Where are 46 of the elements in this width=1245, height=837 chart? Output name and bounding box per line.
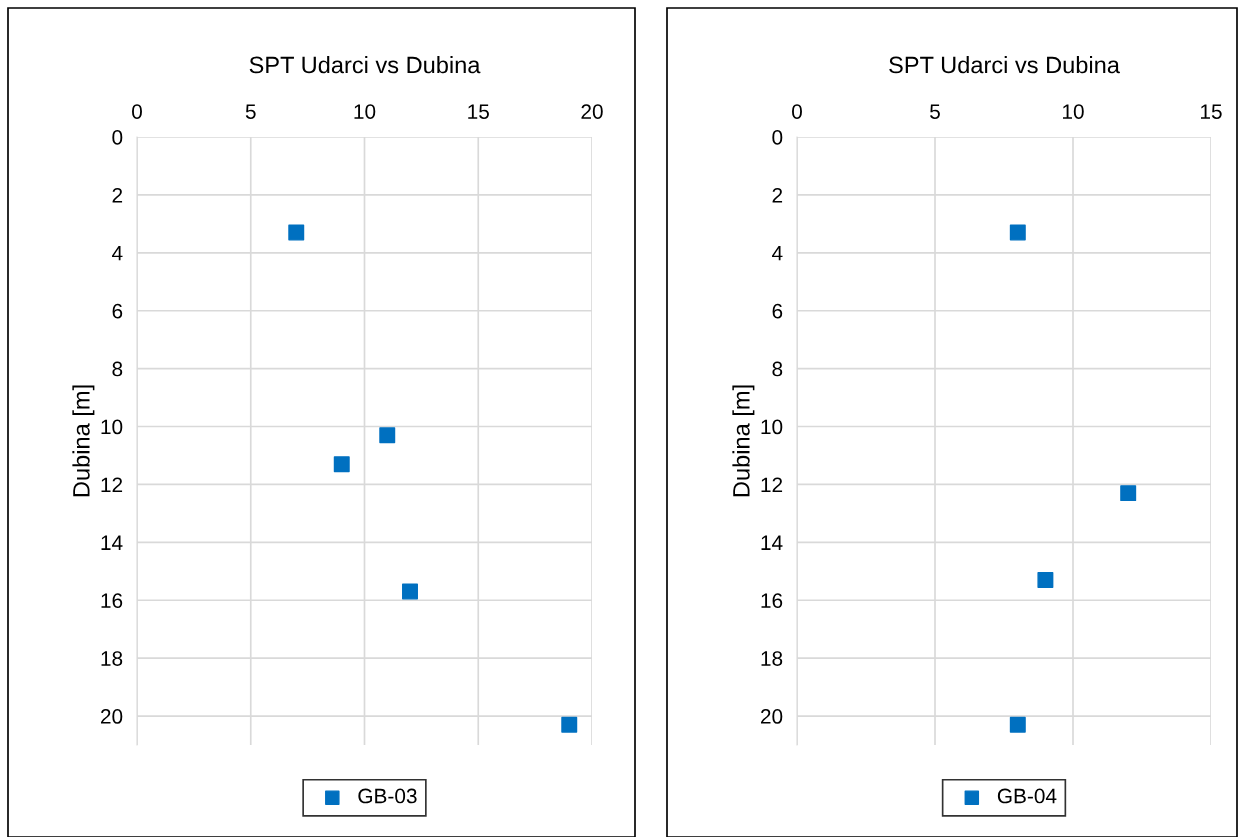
point — [379, 427, 396, 444]
legend-label: GB-03 — [358, 788, 417, 804]
y-tick-label: 18 — [101, 651, 123, 666]
x-tick-label: 15 — [1201, 104, 1222, 119]
chart-title: SPT Udarci vs Dubina — [889, 56, 1120, 74]
y-tick-label: 14 — [761, 535, 783, 550]
y-tick-label: 14 — [101, 535, 123, 550]
y-tick-label: 6 — [112, 303, 123, 319]
y-tick-label: 8 — [112, 361, 123, 377]
x-tick-label: 10 — [1063, 104, 1084, 119]
x-tick-label: 0 — [132, 104, 142, 119]
point — [402, 583, 418, 600]
x-tick-label: 0 — [792, 104, 802, 119]
y-axis-title: Dubina [m] — [732, 385, 755, 497]
y-tick-label: 16 — [761, 593, 783, 608]
x-tick-label: 5 — [245, 104, 256, 119]
y-tick-label: 2 — [112, 187, 123, 203]
y-tick-label: 20 — [760, 709, 783, 724]
y-tick-label: 0 — [772, 130, 783, 145]
x-tick-label: 5 — [930, 104, 940, 119]
y-tick-label: 10 — [761, 419, 783, 435]
y-tick-label: 2 — [772, 187, 783, 203]
y-tick-label: 4 — [112, 246, 123, 261]
x-tick-label: 20 — [581, 104, 603, 119]
y-tick-label: 10 — [101, 419, 123, 435]
y-axis-title: Dubina [m] — [72, 385, 95, 497]
point — [333, 456, 350, 473]
point — [288, 224, 305, 241]
y-tick-label: 16 — [101, 593, 123, 608]
y-tick-label: 8 — [772, 361, 783, 377]
point — [561, 716, 578, 733]
x-tick-label: 15 — [468, 104, 489, 119]
y-tick-label: 12 — [761, 477, 783, 492]
x-tick-label: 10 — [354, 104, 376, 119]
point — [1009, 224, 1026, 241]
point — [1009, 716, 1026, 733]
y-tick-label: 20 — [100, 709, 123, 724]
y-tick-label: 18 — [761, 651, 783, 666]
y-tick-label: 6 — [772, 303, 783, 319]
y-tick-label: 0 — [112, 130, 123, 145]
point — [1120, 485, 1137, 502]
legend-label: GB-04 — [997, 788, 1057, 804]
chart-title: SPT Udarci vs Dubina — [249, 56, 481, 74]
y-tick-label: 4 — [772, 246, 783, 261]
y-tick-label: 12 — [101, 477, 123, 492]
point — [1037, 571, 1054, 588]
